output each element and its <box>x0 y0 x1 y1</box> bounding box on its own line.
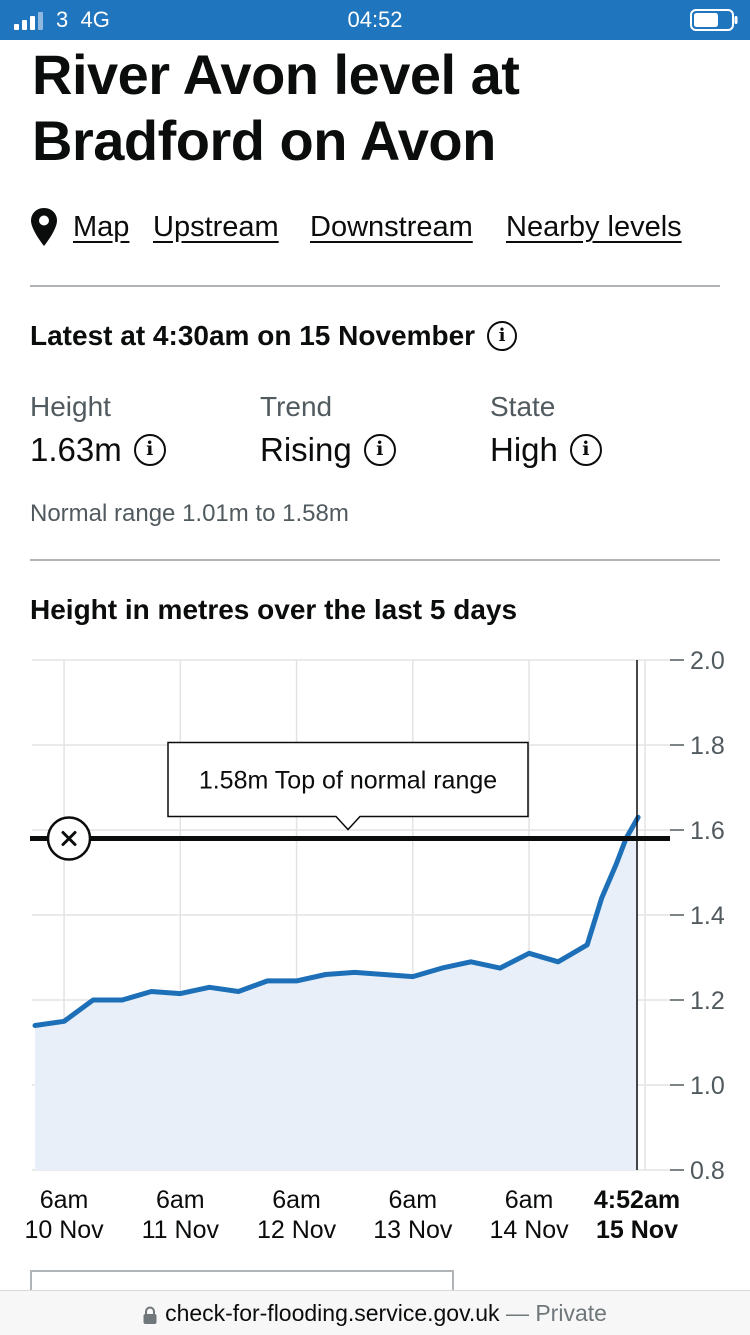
battery-icon <box>690 9 738 31</box>
info-icon[interactable]: i <box>487 321 518 351</box>
y-tick-label: 1.2 <box>690 987 725 1015</box>
chart-title: Height in metres over the last 5 days <box>30 594 518 625</box>
nearby-levels-link[interactable]: Nearby levels <box>506 211 682 243</box>
x-tick-time: 6am <box>505 1186 554 1214</box>
map-pin-icon <box>31 208 57 246</box>
reference-tooltip-box <box>167 741 529 831</box>
latest-heading: Latest at 4:30am on 15 November i <box>30 318 518 354</box>
x-tick-time: 6am <box>156 1186 205 1214</box>
state-info-icon[interactable]: i <box>569 434 602 466</box>
y-tick-label: 1.6 <box>690 817 725 845</box>
x-tick-date: 12 Nov <box>257 1216 337 1244</box>
private-label: — Private <box>499 1300 607 1326</box>
y-tick-label: 2.0 <box>690 648 725 675</box>
chart-line <box>32 814 641 1028</box>
x-tick-date: 15 Nov <box>596 1216 678 1244</box>
trend-info-icon[interactable]: i <box>363 434 396 466</box>
trend-value: Rising <box>260 431 352 468</box>
lock-icon <box>143 1306 157 1324</box>
height-info-icon[interactable]: i <box>133 434 166 466</box>
y-tick-label: 1.0 <box>690 1072 725 1100</box>
map-link[interactable]: Map <box>73 211 130 243</box>
page-title-line-1: River Avon level at <box>32 43 520 106</box>
height-stat: Height 1.63m i <box>30 390 166 470</box>
state-label: State <box>490 391 556 422</box>
chart-area <box>35 817 639 1170</box>
height-label: Height <box>30 391 111 422</box>
normal-range-text: Normal range 1.01m to 1.58m <box>30 500 349 527</box>
network-type: 4G <box>80 7 110 32</box>
y-tick-label: 1.4 <box>690 902 725 930</box>
close-icon <box>61 831 77 846</box>
level-chart[interactable]: 1.58m Top of normal range 0.8 1.0 1.2 1.4 1.… <box>0 648 750 1248</box>
x-tick-time: 6am <box>272 1186 321 1214</box>
y-tick-label: 0.8 <box>690 1157 725 1185</box>
trend-stat: Trend Rising i <box>260 390 396 470</box>
browser-url-bar[interactable]: check-for-flooding.service.gov.uk — Priv… <box>0 1290 750 1335</box>
reference-tooltip-label: 1.58m Top of normal range <box>199 767 497 795</box>
signal-strength-icon <box>14 12 43 30</box>
x-tick-time: 4:52am <box>594 1186 680 1214</box>
height-value: 1.63m <box>30 431 122 468</box>
carrier-label: 3 4G <box>56 6 110 34</box>
page-title-line-2: Bradford on Avon <box>32 109 496 172</box>
state-value-row: High i <box>490 430 602 470</box>
x-tick-date: 11 Nov <box>142 1216 220 1244</box>
downstream-link[interactable]: Downstream <box>310 211 473 243</box>
divider <box>30 285 720 287</box>
divider <box>30 559 720 561</box>
x-tick-date: 13 Nov <box>373 1216 453 1244</box>
state-stat: State High i <box>490 390 602 470</box>
x-tick-time: 6am <box>389 1186 438 1214</box>
trend-value-row: Rising i <box>260 430 396 470</box>
reference-line-group: 1.58m Top of normal range <box>30 741 670 861</box>
page-title: River Avon level at Bradford on Avon <box>32 42 732 174</box>
station-nav: Map Upstream Downstream Nearby levels <box>30 205 730 249</box>
x-tick-time: 6am <box>40 1186 89 1214</box>
state-value: High <box>490 431 558 468</box>
clock: 04:52 <box>347 7 403 32</box>
carrier-name: 3 <box>56 7 69 32</box>
y-axis-labels: 0.8 1.0 1.2 1.4 1.6 1.8 2.0 <box>670 648 725 1185</box>
url-text: check-for-flooding.service.gov.uk <box>165 1300 500 1326</box>
height-value-row: 1.63m i <box>30 430 166 470</box>
latest-heading-text: Latest at 4:30am on 15 November <box>30 320 476 351</box>
status-bar: 3 4G 04:52 <box>0 0 750 40</box>
x-tick-date: 10 Nov <box>24 1216 104 1244</box>
x-tick-date: 14 Nov <box>489 1216 569 1244</box>
upstream-link[interactable]: Upstream <box>153 211 279 243</box>
trend-label: Trend <box>260 391 333 422</box>
y-tick-label: 1.8 <box>690 732 725 760</box>
